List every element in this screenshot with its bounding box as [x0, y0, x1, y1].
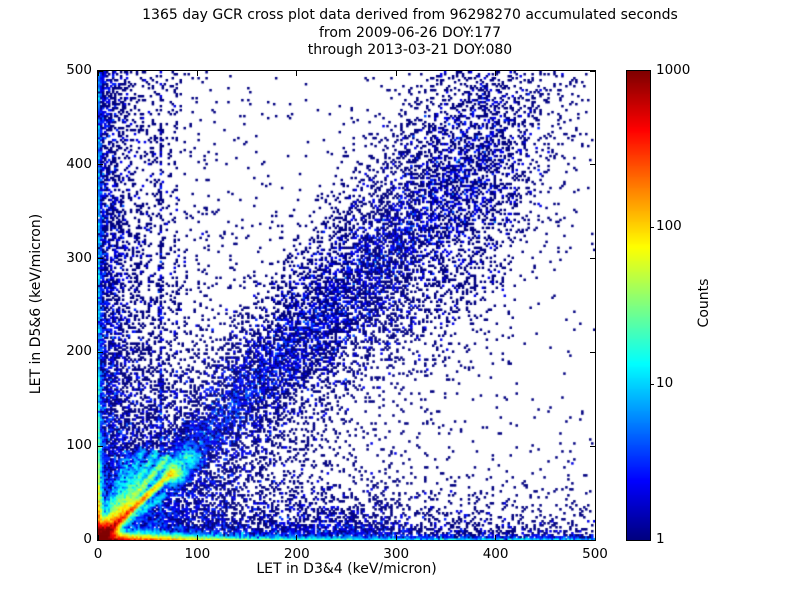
heatmap-canvas [98, 71, 595, 540]
y-tick-mark [98, 164, 103, 166]
y-tick-mark [98, 258, 103, 260]
colorbar-tick-label-1000: 1000 [656, 62, 691, 78]
colorbar [626, 70, 651, 541]
colorbar-tick-mark [650, 383, 654, 385]
chart-title: 1365 day GCR cross plot data derived fro… [20, 7, 800, 60]
title-line-2: from 2009-06-26 DOY:177 [318, 24, 501, 41]
x-tick-mark [296, 535, 298, 540]
x-tick-mark [495, 535, 497, 540]
plot-area [97, 70, 596, 541]
y-tick-mark [98, 351, 103, 353]
x-tick-mark [395, 535, 397, 540]
x-tick-mark-top [97, 71, 99, 76]
colorbar-tick-mark [650, 227, 654, 229]
colorbar-tick-label-100: 100 [656, 218, 682, 235]
x-tick-mark-top [395, 71, 397, 76]
y-tick-label-200: 200 [66, 343, 92, 360]
title-line-1: 1365 day GCR cross plot data derived fro… [142, 7, 678, 23]
colorbar-gradient-canvas [627, 71, 650, 540]
y-tick-mark-right [590, 539, 595, 541]
y-tick-label-100: 100 [66, 437, 92, 454]
colorbar-tick-label-10: 10 [656, 374, 674, 391]
y-tick-label-500: 500 [66, 62, 92, 78]
x-tick-label-0: 0 [93, 546, 103, 562]
y-tick-label-400: 400 [66, 155, 92, 172]
y-tick-mark [98, 70, 103, 72]
y-tick-mark-right [590, 164, 595, 166]
y-tick-label-0: 0 [83, 531, 92, 547]
x-tick-label-500: 500 [582, 546, 608, 562]
y-axis-label: LET in D5&6 (keV/micron) [28, 213, 44, 395]
x-tick-label-300: 300 [383, 546, 410, 562]
x-tick-mark [196, 535, 198, 540]
x-tick-label-100: 100 [184, 546, 211, 562]
colorbar-tick-label-1: 1 [656, 531, 665, 547]
x-tick-mark-top [594, 71, 596, 76]
y-tick-label-300: 300 [66, 249, 92, 266]
y-tick-mark [98, 445, 103, 447]
y-tick-mark [98, 539, 103, 541]
y-tick-mark-right [590, 351, 595, 353]
x-tick-mark [594, 535, 596, 540]
x-tick-mark [97, 535, 99, 540]
x-tick-mark-top [495, 71, 497, 76]
y-tick-mark-right [590, 445, 595, 447]
colorbar-axis-label: Counts [696, 278, 712, 328]
x-tick-label-400: 400 [482, 546, 509, 562]
x-axis-label: LET in D3&4 (keV/micron) [256, 561, 437, 577]
x-tick-label-200: 200 [283, 546, 310, 562]
title-line-3: through 2013-03-21 DOY:080 [307, 42, 513, 58]
x-tick-mark-top [296, 71, 298, 76]
y-tick-mark-right [590, 70, 595, 72]
x-tick-mark-top [196, 71, 198, 76]
y-tick-mark-right [590, 258, 595, 260]
